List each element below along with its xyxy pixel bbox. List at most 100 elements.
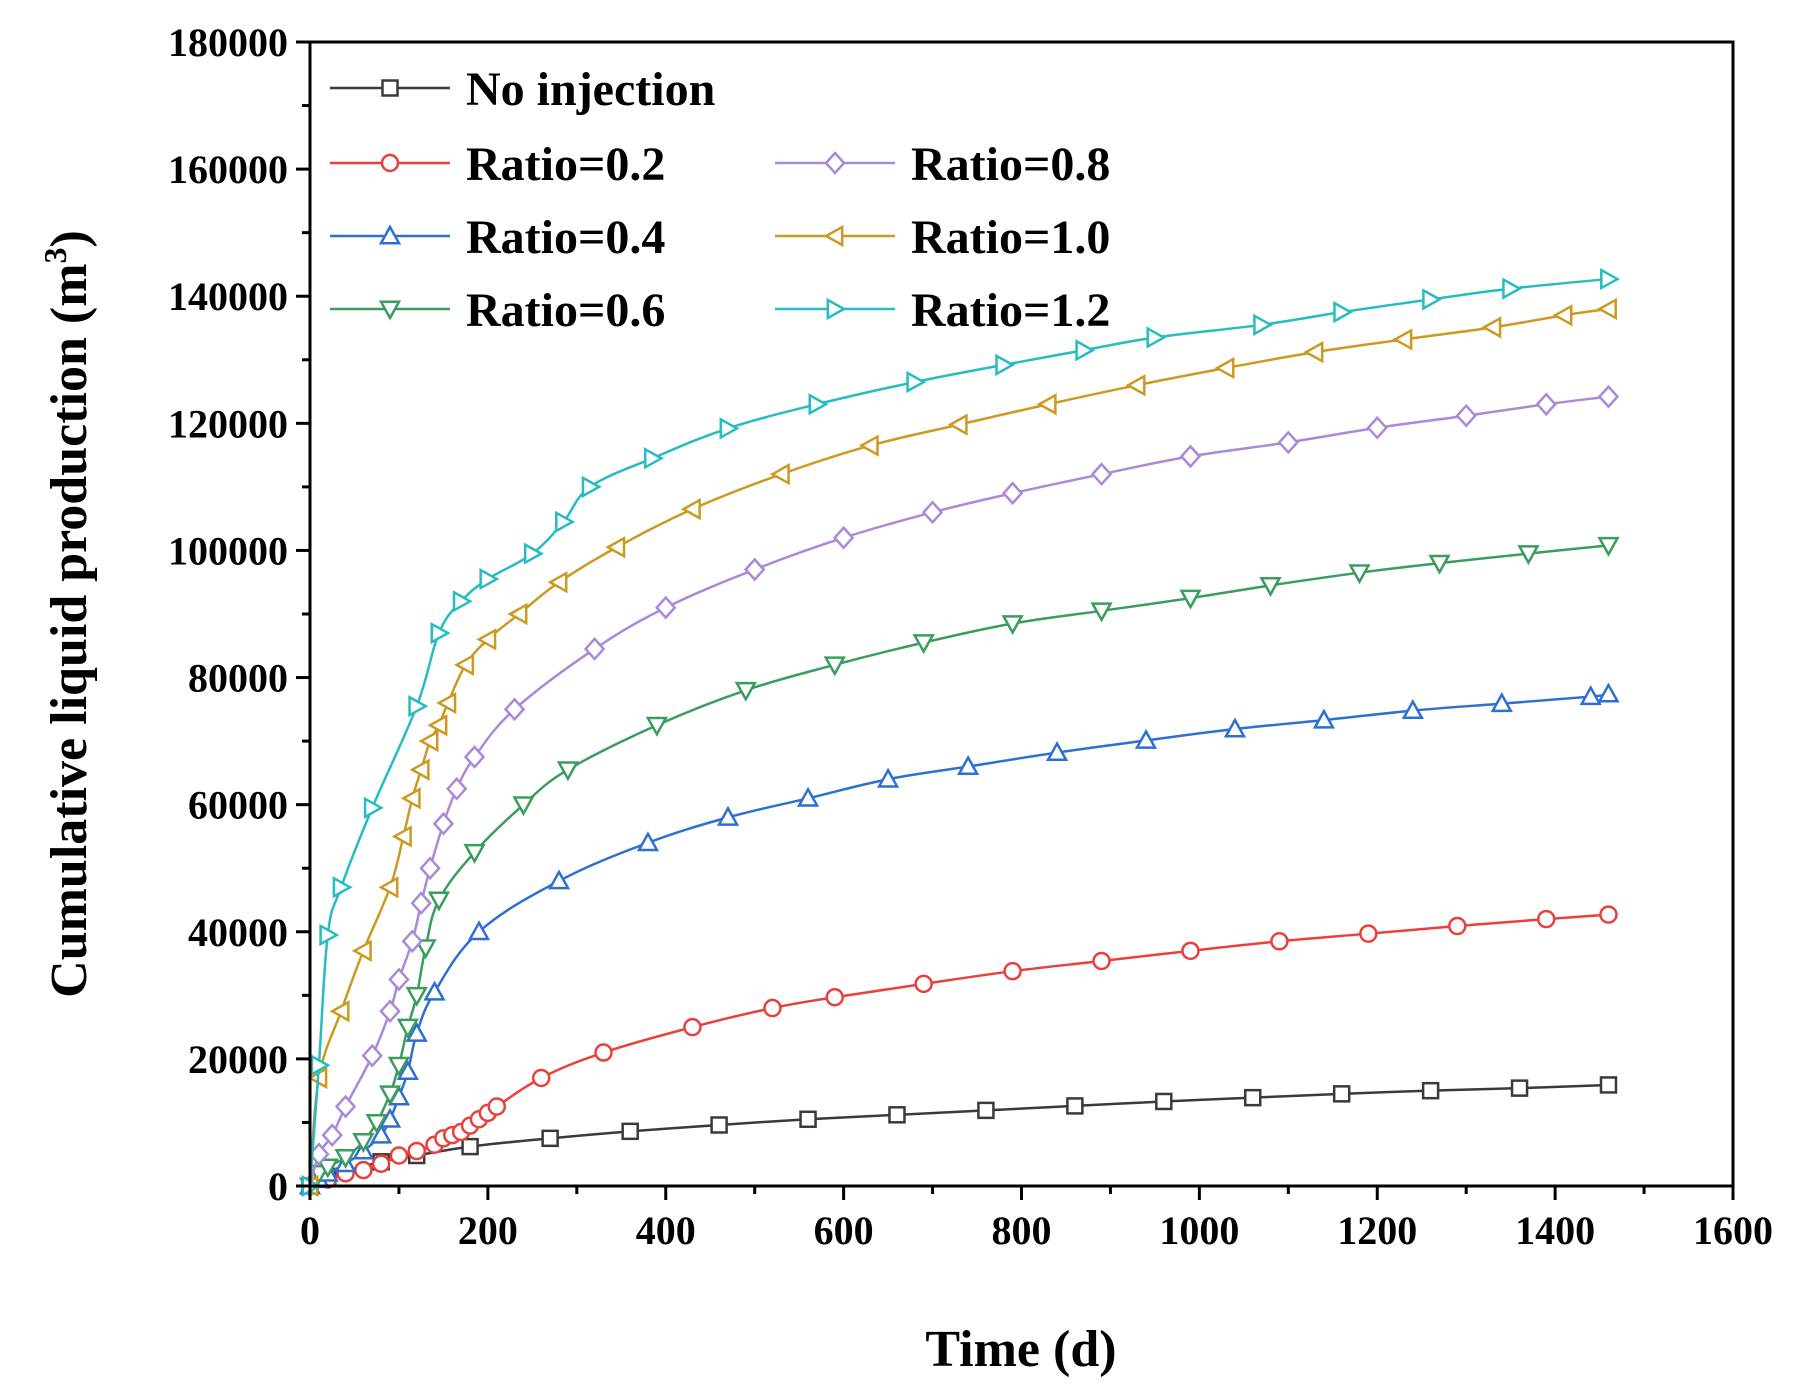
y-axis-title-close: ) [41,230,98,247]
y-tick-label: 80000 [188,656,288,701]
data-point [643,447,664,470]
data-point [371,1154,391,1174]
data-point [463,745,486,769]
y-tick-label: 60000 [188,783,288,828]
y-tick-label: 0 [268,1164,288,1209]
data-point [378,1107,402,1128]
legend-marker [378,224,402,245]
data-point [1579,685,1602,706]
data-point [1517,545,1540,566]
data-point [1179,589,1202,610]
data-point [423,980,446,1001]
y-tick-label: 180000 [168,20,288,65]
data-point [1075,339,1096,362]
data-point [408,695,429,718]
legend-item: Ratio=1.0 [775,211,1110,264]
data-point [823,656,846,677]
data-point [1481,316,1502,339]
data-point [995,353,1016,376]
data-point [419,856,441,881]
data-point [1510,1079,1529,1097]
data-point [365,1113,388,1135]
plot-series [298,267,1621,1198]
data-point [769,463,790,486]
y-axis-title-superscript: 3 [37,247,73,263]
data-point [645,716,668,737]
y-tick-label: 120000 [168,401,288,446]
legend-label: No injection [466,63,715,116]
data-point [921,500,944,525]
data-point [1597,682,1620,703]
data-point [361,1043,383,1068]
legend-item: No injection [330,63,715,116]
data-point [912,634,935,655]
data-point [476,628,497,651]
data-point [906,370,927,394]
legend-label: Ratio=1.2 [911,284,1110,337]
data-point [1312,708,1336,729]
data-point [719,417,740,440]
data-point [1333,300,1354,324]
data-point [410,891,432,916]
data-point [396,1060,419,1081]
y-axis-title: Cumulative liquid production (m3) [37,230,98,998]
data-point [379,999,401,1024]
data-point [370,1123,393,1144]
data-point [1214,356,1235,380]
legend-marker [824,151,846,175]
legend-item: Ratio=1.2 [775,284,1110,337]
legend-marker [826,297,847,321]
data-point [1348,564,1371,585]
data-point [319,923,340,947]
y-tick-label: 160000 [168,147,288,192]
data-point [1045,740,1069,762]
data-point [316,1158,339,1179]
data-point [454,653,475,676]
legend-marker [380,153,400,173]
data-point [1134,728,1158,749]
data-point [334,1094,357,1119]
data-point [409,758,430,781]
x-tick-label: 1000 [1159,1208,1239,1253]
data-point [914,974,933,994]
data-point [547,571,568,594]
data-point [1259,576,1282,597]
data-point [407,1141,426,1161]
data-point [734,681,757,702]
data-point [621,1122,639,1141]
series-group [298,536,1620,1198]
data-point [332,876,353,899]
legend-item: Ratio=0.4 [330,211,665,264]
data-point [351,939,372,962]
data-point [1599,1076,1618,1094]
data-point [1253,313,1274,336]
data-point [858,434,879,457]
data-point [310,1054,331,1077]
data-point [1490,692,1513,713]
data-point [1092,951,1111,971]
data-point [1179,444,1202,469]
data-point [427,714,448,737]
data-point [531,1068,551,1088]
data-point [363,796,384,819]
legend-marker [381,79,399,97]
y-tick-label: 40000 [188,910,288,955]
data-point [487,1097,507,1116]
data-point [1599,905,1618,924]
data-point [467,920,491,941]
data-point [1036,393,1057,416]
data-point [430,621,451,645]
data-point [378,1085,402,1106]
data-point [321,1123,343,1148]
data-point [1535,392,1557,417]
y-tick-label: 140000 [168,274,288,319]
data-point [463,843,486,864]
data-point [354,1160,373,1180]
data-point [479,567,500,591]
data-point [888,1106,906,1124]
data-point [555,510,576,533]
data-point [680,498,701,521]
x-tick-label: 600 [814,1208,874,1253]
x-tick-label: 1400 [1515,1208,1595,1253]
